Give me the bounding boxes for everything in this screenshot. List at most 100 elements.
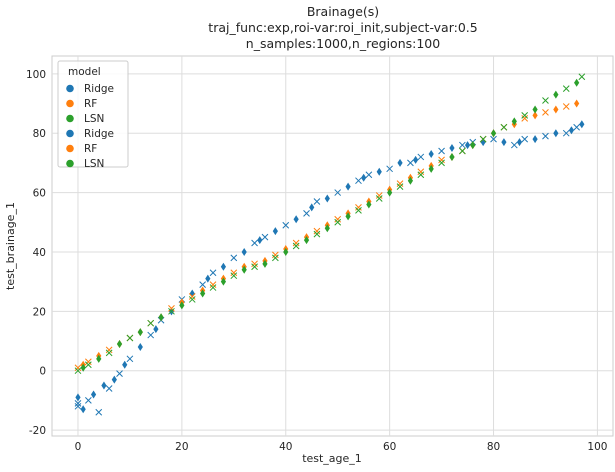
data-point-x-marker [126,355,134,363]
data-point-x-marker [355,207,362,214]
data-point-diamond-marker [262,259,268,268]
data-point-diamond-marker [490,129,497,138]
x-tick-label: 80 [487,441,500,453]
chart-title-line-2: traj_func:exp,roi-var:roi_init,subject-v… [208,20,477,35]
data-point-x-marker [105,349,113,357]
data-point-x-marker [355,177,362,185]
y-tick-label: 100 [26,69,46,81]
data-point-diamond-marker [574,78,580,87]
data-point-x-marker [500,123,508,131]
data-point-diamond-marker [397,158,403,167]
legend-entry-label: LSN [84,158,104,170]
data-point-x-marker [386,165,393,173]
legend-marker [66,114,74,123]
data-point-diamond-marker [293,215,299,224]
chart-title-line-3: n_samples:1000,n_regions:100 [246,36,440,51]
y-tick-label: 0 [39,366,46,378]
data-point-diamond-marker [449,144,455,153]
data-point-x-marker [95,408,103,416]
data-point-diamond-marker [116,339,123,348]
data-point-diamond-marker [220,262,227,271]
data-point-x-marker [438,156,445,164]
data-point-diamond-marker [532,105,538,114]
data-point-diamond-marker [345,212,351,221]
data-point-x-marker [365,171,373,179]
data-point-x-marker [272,251,279,259]
legend-marker [66,159,74,168]
data-point-diamond-marker [553,129,559,138]
data-point-diamond-marker [449,152,455,161]
data-point-x-marker [479,135,487,143]
data-point-diamond-marker [111,375,117,384]
data-point-diamond-marker [75,393,81,402]
data-point-diamond-marker [387,188,393,197]
data-point-diamond-marker [80,363,86,372]
legend-entry-label: Ridge [84,83,114,95]
data-point-x-marker [562,129,570,137]
data-point-x-marker [292,239,300,247]
data-point-x-marker [251,260,258,268]
legend-entry-label: RF [84,143,97,155]
data-point-x-marker [562,103,570,110]
data-point-diamond-marker [205,274,211,283]
data-point-x-marker [334,215,342,223]
data-point-x-marker [417,168,425,176]
data-point-diamond-marker [283,247,289,256]
data-point-diamond-marker [366,200,372,209]
data-point-x-marker [261,233,269,241]
data-point-diamond-marker [220,277,227,286]
data-point-x-marker [147,319,155,327]
y-tick-label: 80 [33,128,46,140]
data-point-diamond-marker [241,265,247,274]
data-point-diamond-marker [272,227,278,236]
data-point-diamond-marker [532,135,538,144]
data-point-diamond-marker [553,90,559,99]
data-point-x-marker [168,304,175,312]
data-point-x-marker [313,198,321,205]
data-point-x-marker [573,123,580,131]
data-point-x-marker [272,254,279,262]
data-point-diamond-marker [480,138,486,147]
data-point-x-marker [85,361,92,369]
data-point-x-marker [313,227,321,235]
x-tick-label: 100 [587,441,607,453]
data-point-diamond-marker [101,381,107,390]
axis-ticks: 0 20 40 60 80 100 -20 0 20 40 60 80 100 [26,69,607,453]
legend-box [57,60,129,168]
data-point-x-marker [542,109,549,116]
series-lsn [74,73,586,375]
data-point-diamond-marker [376,167,382,176]
data-point-diamond-marker [241,247,247,256]
data-point-diamond-marker [516,138,523,147]
y-axis-label: test_brainage_1 [4,202,17,290]
data-point-x-marker [126,334,134,342]
data-point-diamond-marker [511,117,517,126]
data-point-diamond-marker [80,405,86,414]
data-point-diamond-marker [158,313,164,322]
data-point-x-marker [230,272,238,280]
data-point-diamond-marker [361,173,367,182]
data-point-diamond-marker [137,342,143,351]
data-point-x-marker [116,370,123,378]
x-tick-label: 0 [75,441,82,453]
legend-title: model [68,66,101,78]
data-point-diamond-marker [501,138,507,147]
data-point-x-marker [417,153,425,161]
data-point-diamond-marker [413,155,419,164]
x-tick-label: 60 [383,441,396,453]
data-point-x-marker [375,192,383,199]
legend-marker [66,99,74,108]
data-point-x-marker [396,183,404,190]
data-point-diamond-marker [257,236,263,245]
data-point-x-marker [313,230,321,238]
series-ridge [74,120,585,416]
data-point-x-marker [542,132,549,140]
data-point-diamond-marker [464,141,471,150]
data-point-x-marker [490,135,497,143]
data-point-x-marker [438,147,445,155]
data-point-x-marker [85,358,92,366]
data-point-diamond-marker [303,236,310,245]
x-axis-label: test_age_1 [302,452,362,465]
data-point-diamond-marker [553,105,559,114]
